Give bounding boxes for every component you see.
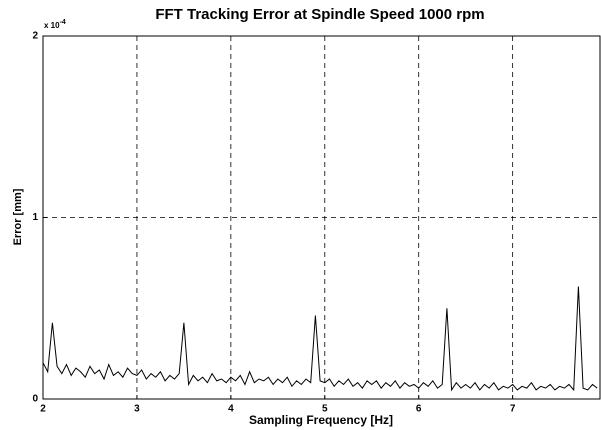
x-axis-label: Sampling Frequency [Hz] (249, 413, 393, 427)
x-tick-label: 7 (510, 404, 516, 415)
multiplier-exponent: -4 (60, 19, 66, 26)
y-axis-label: Error [mm] (12, 188, 24, 245)
y-tick-label: 0 (32, 394, 38, 405)
x-tick-label: 3 (134, 404, 140, 415)
x-tick-label: 5 (322, 404, 328, 415)
x-tick-label: 4 (228, 404, 234, 415)
data-line (42, 286, 598, 392)
x-tick-label: 6 (416, 404, 422, 415)
y-tick-label: 2 (32, 31, 38, 42)
y-tick-label: 1 (32, 212, 38, 223)
y-multiplier: x 10-4 (44, 19, 66, 30)
chart-title: FFT Tracking Error at Spindle Speed 1000… (155, 6, 484, 23)
x-tick-label: 2 (40, 404, 46, 415)
multiplier-base: x 10 (44, 21, 60, 30)
